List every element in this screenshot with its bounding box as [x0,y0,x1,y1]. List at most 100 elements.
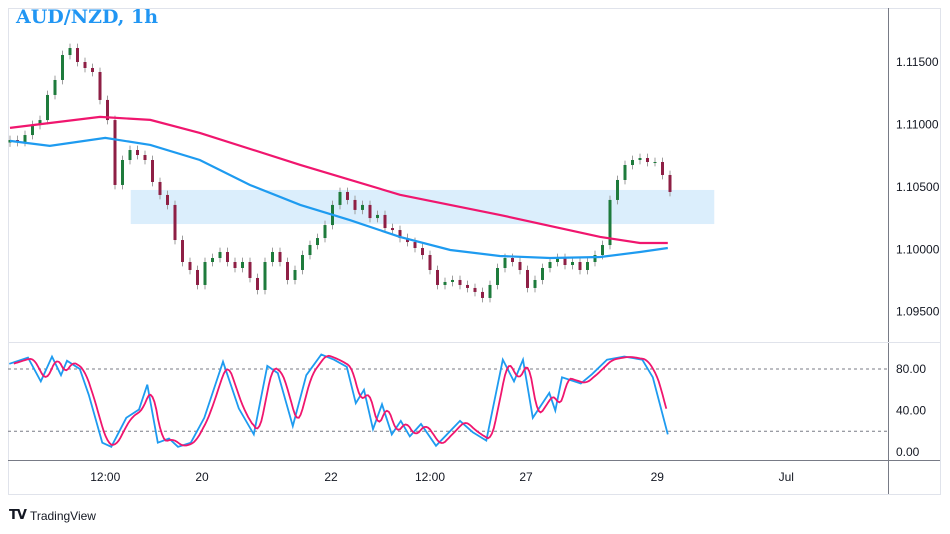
candle-bearish [398,230,402,239]
candle-bullish [541,267,544,280]
candle-bearish [353,199,357,210]
candle-bullish [323,225,327,239]
candle-bearish [166,194,169,205]
time-tick-label: 12:00 [90,470,120,484]
candle-bullish [301,255,304,270]
price-tick-label: 1.10000 [896,242,940,256]
candle-bullish [631,160,634,165]
candle-bullish [548,262,552,268]
candle-bullish [488,284,492,298]
candle-bearish [98,71,102,100]
candle-bullish [571,262,574,265]
candle-bullish [293,269,297,280]
candle-bearish [233,262,237,268]
candle-bearish [286,262,289,280]
candle-bullish [593,255,597,262]
candle-bullish [533,279,537,288]
candle-bullish [53,79,57,95]
candle-bearish [391,228,394,231]
candle-bearish [466,284,469,288]
candle-bearish [413,242,417,249]
candle-bearish [481,291,484,298]
candle-bullish [653,162,657,163]
candle-bearish [76,48,79,62]
time-tick-label: 20 [195,470,209,484]
candle-bearish [668,174,672,192]
stochastic-tick-label: 0.00 [896,445,920,459]
candle-bearish [188,262,192,270]
price-tick-label: 1.11500 [896,55,939,69]
candle-bearish [473,287,477,292]
candle-bullish [38,120,42,126]
candle-bearish [428,255,432,270]
stochastic-pane [8,353,888,448]
candle-bearish [91,67,94,72]
candle-bullish [608,199,612,246]
candle-bearish [158,181,162,195]
candle-bullish [376,214,379,219]
price-tick-label: 1.09500 [896,305,940,319]
price-tick-label: 1.10500 [896,180,940,194]
stochastic-k-line [9,353,669,448]
candle-bullish [203,262,207,285]
stochastic-d-line [13,354,668,447]
chart-title: AUD/NZD, 1h [16,6,159,28]
candle-bullish [128,150,132,161]
candle-bullish [46,94,49,121]
candle-bearish [661,162,664,175]
candle-bullish [23,135,27,143]
candle-bearish [248,262,252,278]
candle-bullish [638,158,642,161]
candle-bullish [218,252,222,259]
candle-bearish [436,269,439,285]
candle-bullish [616,179,619,200]
candle-bullish [241,262,244,268]
candle-bearish [368,204,372,219]
candle-bearish [563,258,567,265]
candle-bearish [226,252,229,262]
candle-bullish [31,125,34,136]
time-tick-label: Jul [779,470,794,484]
support-resistance-zone [130,189,715,225]
candle-bearish [526,269,529,288]
candle-bearish [578,262,582,270]
candle-bullish [68,48,72,56]
tradingview-logo-icon: 𝗧𝗩 [9,508,27,523]
candle-bearish [421,248,424,256]
candle-bullish [338,191,342,205]
candle-bearish [278,252,282,262]
candle-bearish [113,120,117,185]
candle-bearish [83,62,87,68]
candle-bearish [518,262,522,270]
candle-bearish [383,214,387,229]
price-tick-label: 1.11000 [896,117,939,131]
candle-bearish [136,150,139,156]
candle-bullish [556,258,559,262]
candle-bullish [263,262,267,290]
candle-bearish [173,204,177,241]
axes: 1.11500 1.11000 1.10500 1.10000 1.09500 80.00… [90,55,939,484]
candle-bullish [496,267,499,285]
candle-bullish [316,238,319,246]
moving-average-fast [9,136,668,260]
candle-bullish [61,55,64,80]
chart-frame [8,8,941,495]
candle-bearish [181,240,184,262]
candle-bearish [646,158,649,162]
time-tick-label: 22 [324,470,338,484]
candle-bullish [361,204,364,210]
time-tick-label: 12:00 [415,470,445,484]
candle-bullish [601,245,604,256]
stochastic-tick-label: 80.00 [896,362,926,376]
candle-bearish [196,269,199,285]
tradingview-logo[interactable]: 𝗧𝗩 TradingView [9,508,96,523]
time-tick-label: 29 [651,470,665,484]
candle-bearish [151,160,154,182]
candle-bullish [271,252,274,262]
candle-bearish [143,155,147,161]
candle-bullish [211,258,214,262]
candle-bullish [503,258,507,268]
price-pane [8,43,715,303]
candle-bullish [623,164,627,180]
